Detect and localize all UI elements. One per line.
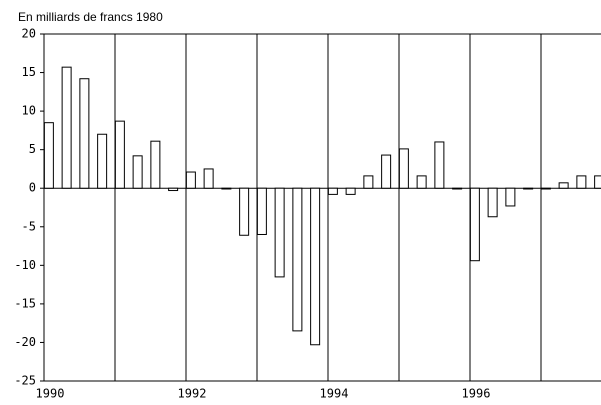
- bar: [43, 122, 54, 189]
- bar: [523, 187, 534, 190]
- bar: [576, 175, 587, 189]
- x-tick-label: 1992: [178, 387, 207, 401]
- y-tick-label: -25: [14, 374, 36, 388]
- bar: [256, 187, 267, 235]
- bar: [221, 187, 232, 190]
- x-tick-label: 1994: [320, 387, 349, 401]
- y-tick-label: -15: [14, 296, 36, 310]
- bar: [505, 187, 516, 207]
- bar: [114, 120, 125, 189]
- chart-title: En milliards de francs 1980: [18, 10, 163, 24]
- bar: [274, 187, 285, 278]
- bar: [132, 155, 143, 189]
- bar: [185, 171, 196, 189]
- bar: [558, 182, 569, 189]
- y-tick-label: -5: [22, 219, 36, 233]
- y-tick-label: -10: [14, 258, 36, 272]
- bar: [327, 187, 338, 195]
- y-tick-label: 5: [29, 142, 36, 156]
- bar: [239, 187, 250, 236]
- bar: [540, 187, 551, 190]
- bar: [594, 175, 601, 189]
- bar: [61, 66, 72, 189]
- y-tick-label: -20: [14, 335, 36, 349]
- y-tick-label: 20: [22, 27, 36, 41]
- bar: [310, 187, 321, 346]
- bar: [292, 187, 303, 332]
- bar: [168, 187, 179, 192]
- bar: [345, 187, 356, 195]
- bar: [452, 187, 463, 190]
- x-tick-label: 1990: [36, 387, 65, 401]
- y-tick-label: 15: [22, 65, 36, 79]
- bar: [150, 140, 161, 189]
- bar: [434, 141, 445, 189]
- bar: [363, 175, 374, 189]
- bar: [398, 148, 409, 189]
- bar: [487, 187, 498, 218]
- bar: [79, 78, 90, 189]
- bar: [469, 187, 480, 262]
- x-tick-label: 1996: [462, 387, 491, 401]
- bar: [416, 175, 427, 189]
- y-tick-label: 0: [29, 181, 36, 195]
- bar: [97, 133, 108, 189]
- y-tick-label: 10: [22, 104, 36, 118]
- bar: [381, 154, 392, 189]
- bar: [203, 168, 214, 189]
